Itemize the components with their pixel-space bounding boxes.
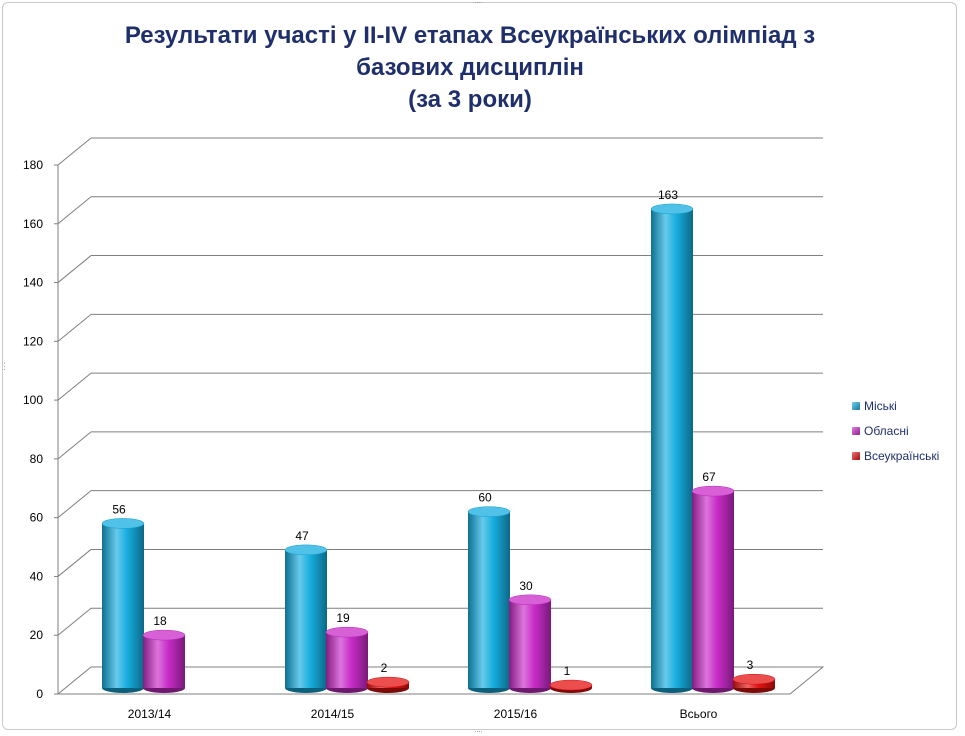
y-tick-label: 120 xyxy=(23,334,43,348)
data-label: 67 xyxy=(702,470,716,484)
resize-handle-bottom[interactable]: ···· xyxy=(474,726,483,736)
bar-body xyxy=(326,632,368,688)
bar-Обласні-2013/14 xyxy=(142,629,186,693)
gridline-diagonal xyxy=(57,313,92,342)
bar-body xyxy=(285,549,327,688)
data-label: 2 xyxy=(381,661,388,675)
bar-top xyxy=(467,506,511,517)
gridline-diagonal xyxy=(57,549,92,577)
bar-top xyxy=(325,626,369,638)
bar-body xyxy=(509,599,551,688)
chart-title-line-2: базових дисциплін xyxy=(356,54,584,81)
y-tick-label: 0 xyxy=(36,687,43,701)
data-label: 1 xyxy=(564,664,571,678)
bar-Міські-Всього xyxy=(650,203,694,693)
data-label: 19 xyxy=(336,611,350,625)
y-tick-label: 20 xyxy=(30,628,44,642)
chart-title: Результати участі у ІІ-ІV етапах Всеукра… xyxy=(70,20,870,116)
y-tick-label: 180 xyxy=(23,158,43,172)
x-tick-label: Всього xyxy=(680,707,718,721)
legend-swatch xyxy=(852,426,860,435)
bar-top xyxy=(691,485,735,497)
bar-top xyxy=(284,544,328,556)
legend-label: Обласні xyxy=(864,423,909,438)
gridline-diagonal xyxy=(57,255,92,283)
y-tick-label: 60 xyxy=(30,511,44,525)
x-tick-label: 2013/14 xyxy=(128,707,172,721)
bar-Міські-2014/15 xyxy=(284,544,328,693)
bar-top xyxy=(650,203,694,215)
data-label: 3 xyxy=(747,658,754,672)
legend-label: Міські xyxy=(864,398,897,413)
x-tick-label: 2015/16 xyxy=(494,707,538,721)
chart-title-line-3: (за 3 роки) xyxy=(408,86,532,113)
data-label: 60 xyxy=(478,491,492,505)
bar-Обласні-2015/16 xyxy=(508,594,552,693)
bar-body xyxy=(102,523,144,688)
gridline-diagonal xyxy=(57,137,92,166)
data-label: 30 xyxy=(519,579,533,593)
y-tick-label: 40 xyxy=(30,569,44,583)
chart-floor xyxy=(56,666,825,695)
gridline-diagonal xyxy=(57,607,92,636)
y-tick-label: 80 xyxy=(30,452,44,466)
x-tick-label: 2014/15 xyxy=(311,707,355,721)
bar-Міські-2015/16 xyxy=(467,506,511,693)
bar-body xyxy=(143,635,185,688)
bar-body xyxy=(651,208,693,688)
bar-top xyxy=(101,518,145,529)
legend-label: Всеукраїнські xyxy=(864,448,940,463)
data-label: 56 xyxy=(112,502,126,516)
legend-swatch xyxy=(852,451,860,460)
bar-Міські-2013/14 xyxy=(101,518,145,693)
bar-top xyxy=(366,676,410,688)
bar-Обласні-2014/15 xyxy=(325,626,369,693)
y-tick-label: 100 xyxy=(23,393,43,407)
legend-item: Всеукраїнські xyxy=(852,443,939,468)
legend-item: Міські xyxy=(852,393,939,418)
bar-top xyxy=(508,594,552,606)
gridline-diagonal xyxy=(57,372,92,401)
bar-Обласні-Всього xyxy=(691,485,735,693)
data-label: 163 xyxy=(658,188,678,202)
y-tick-label: 140 xyxy=(23,276,43,290)
legend-swatch xyxy=(852,401,860,410)
bar-top xyxy=(732,673,776,685)
y-tick-label: 160 xyxy=(23,217,43,231)
gridline-diagonal xyxy=(57,490,92,519)
gridline-diagonal xyxy=(57,431,92,460)
bar-body xyxy=(468,511,510,688)
bar-body xyxy=(692,491,734,688)
data-label: 47 xyxy=(295,529,309,543)
bar-Всеукраїнські-2014/15 xyxy=(366,676,410,693)
bar-top xyxy=(142,629,186,641)
bar-top xyxy=(549,679,593,691)
gridline-diagonal xyxy=(57,196,92,225)
bar-Всеукраїнські-2015/16 xyxy=(549,679,593,693)
data-label: 18 xyxy=(153,614,167,628)
chart-legend: Міські Обласні Всеукраїнські xyxy=(852,393,939,468)
bar-Всеукраїнські-Всього xyxy=(732,673,776,693)
chart-title-line-1: Результати участі у ІІ-ІV етапах Всеукра… xyxy=(124,22,816,49)
legend-item: Обласні xyxy=(852,418,939,443)
resize-handle-top[interactable]: ···· xyxy=(474,0,483,7)
